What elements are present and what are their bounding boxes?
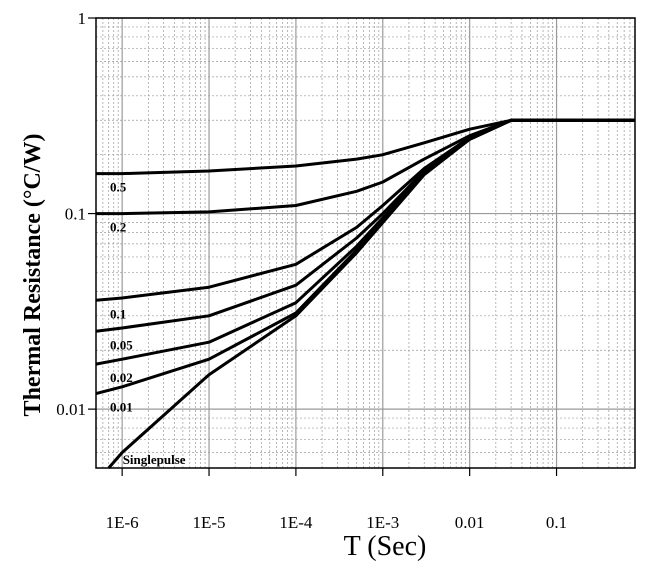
x-tick-label: 0.01 [455, 513, 485, 532]
series-label: Singlepulse [123, 452, 186, 467]
series-label: 0.2 [110, 220, 126, 235]
series-label: 0.1 [110, 306, 126, 321]
ticks: 1E-6 1E-5 1E-4 1E-3 0.01 0.1 1 0.1 0.01 [56, 9, 567, 532]
x-tick-label: 1E-4 [279, 513, 313, 532]
series-labels: 0.5 0.2 0.1 0.05 0.02 0.01 Singlepulse [110, 180, 186, 467]
series-label: 0.05 [110, 337, 133, 352]
series-label: 0.01 [110, 400, 133, 415]
x-tick-label: 0.1 [546, 513, 567, 532]
plot-border [95, 17, 636, 469]
series-lines [95, 118, 635, 469]
x-tick-label: 1E-6 [106, 513, 139, 532]
y-tick-label: 0.01 [56, 400, 86, 419]
grid [95, 17, 636, 469]
series-label: 0.5 [110, 180, 127, 195]
x-tick-label: 1E-3 [366, 513, 399, 532]
y-tick-label: 0.1 [65, 205, 86, 224]
plot-frame [95, 17, 636, 469]
series-label: 0.02 [110, 370, 133, 385]
x-tick-label: 1E-5 [193, 513, 226, 532]
series-line-singlepulse [107, 118, 635, 469]
y-axis-title: Thermal Resistance (°C/W) [20, 134, 46, 417]
x-axis-title: T (Sec) [344, 531, 427, 562]
y-tick-label: 1 [78, 9, 87, 28]
